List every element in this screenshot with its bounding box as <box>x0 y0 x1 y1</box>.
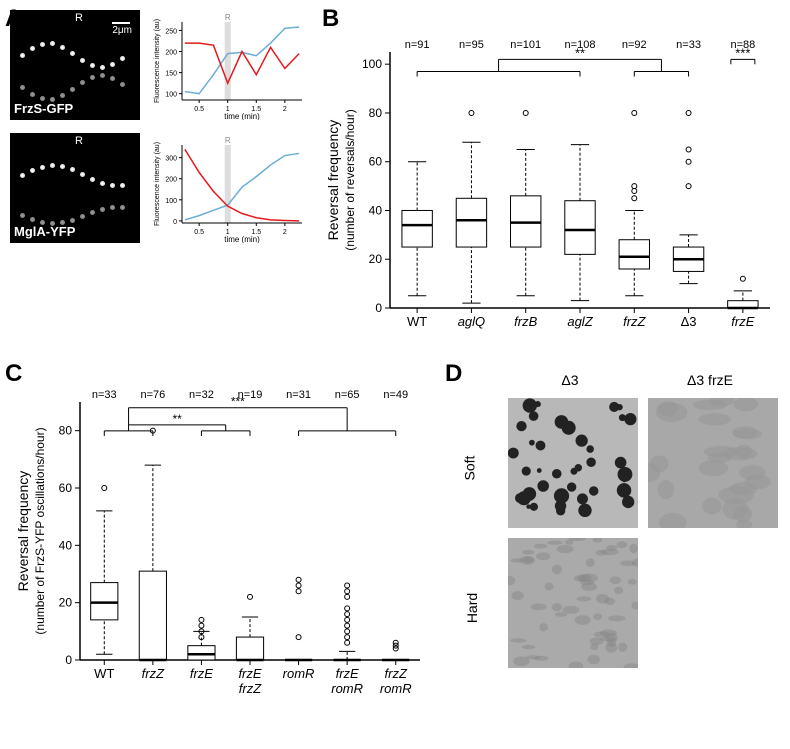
panel-d: Δ3 Δ3 frzE Soft Hard <box>445 370 780 690</box>
svg-text:60: 60 <box>59 481 73 495</box>
svg-text:(number of reversals/hour): (number of reversals/hour) <box>343 109 357 250</box>
svg-text:frzZ: frzZ <box>142 666 165 681</box>
svg-text:frzZ: frzZ <box>385 666 408 681</box>
svg-text:2: 2 <box>283 106 287 113</box>
svg-text:romR: romR <box>380 681 412 696</box>
svg-text:time (min): time (min) <box>225 112 261 120</box>
svg-text:n=101: n=101 <box>510 39 541 51</box>
scale-bar: 2μm <box>112 22 132 36</box>
kymograph-frzs: R 2μm FrzS-GFP <box>10 10 140 120</box>
svg-text:20: 20 <box>369 252 383 266</box>
svg-text:aglQ: aglQ <box>458 314 485 329</box>
svg-text:n=32: n=32 <box>189 389 214 401</box>
svg-text:250: 250 <box>166 28 178 35</box>
svg-text:0.5: 0.5 <box>195 106 205 113</box>
svg-text:WT: WT <box>407 314 427 329</box>
d-image <box>508 538 638 668</box>
svg-text:0: 0 <box>174 219 178 226</box>
svg-text:0: 0 <box>65 653 72 667</box>
svg-text:frzE: frzE <box>731 314 754 329</box>
svg-text:Δ3: Δ3 <box>681 314 697 329</box>
svg-text:n=65: n=65 <box>335 389 360 401</box>
r-marker-1: R <box>75 12 83 24</box>
svg-text:**: ** <box>172 412 182 426</box>
svg-text:WT: WT <box>94 666 114 681</box>
svg-text:Reversal frequency: Reversal frequency <box>15 471 31 592</box>
kymograph-label-1: FrzS-GFP <box>14 101 73 116</box>
svg-text:Fluorescence intensity (au): Fluorescence intensity (au) <box>154 19 161 103</box>
svg-text:romR: romR <box>331 681 363 696</box>
panel-b: 0 20 40 60 80 100 Reversal frequency(number of… <box>320 10 780 340</box>
r-marker-2: R <box>75 135 83 147</box>
svg-text:n=92: n=92 <box>622 39 647 51</box>
panel-c: 0 20 40 60 80 Reversal frequency(number of Fr… <box>10 360 430 710</box>
svg-text:80: 80 <box>369 106 383 120</box>
boxplot-c: 0 20 40 60 80 Reversal frequency(number of Fr… <box>10 360 430 710</box>
d-col-label-1: Δ3 <box>505 372 635 388</box>
svg-text:frzE: frzE <box>190 666 213 681</box>
d-col-label-2: Δ3 frzE <box>645 372 775 388</box>
svg-text:150: 150 <box>166 71 178 78</box>
svg-text:n=76: n=76 <box>140 389 165 401</box>
svg-text:frzE: frzE <box>238 666 261 681</box>
line-chart-1: R1001502002500.511.52time (min)Fluoresce… <box>152 10 307 120</box>
d-row-label-1: Soft <box>461 456 477 481</box>
panel-a: R 2μm FrzS-GFP R1001502002500.511.52time… <box>10 10 310 256</box>
svg-text:R: R <box>225 13 231 22</box>
svg-text:20: 20 <box>59 596 73 610</box>
svg-text:2: 2 <box>283 229 287 236</box>
svg-text:***: *** <box>735 45 750 60</box>
svg-text:n=95: n=95 <box>459 39 484 51</box>
svg-text:Reversal frequency: Reversal frequency <box>325 120 341 241</box>
svg-text:n=91: n=91 <box>405 39 430 51</box>
kymograph-label-2: MglA-YFP <box>14 224 75 239</box>
svg-text:80: 80 <box>59 424 73 438</box>
svg-text:n=31: n=31 <box>286 389 311 401</box>
svg-text:aglZ: aglZ <box>567 314 593 329</box>
svg-text:100: 100 <box>166 92 178 99</box>
line-chart-2: R01002003000.511.52time (min)Fluorescenc… <box>152 133 307 243</box>
d-image <box>648 398 778 528</box>
svg-text:0.5: 0.5 <box>195 229 205 236</box>
boxplot-b: 0 20 40 60 80 100 Reversal frequency(number of… <box>320 10 780 340</box>
svg-text:frzZ: frzZ <box>239 681 262 696</box>
svg-text:(number of FrzS-YFP oscillatio: (number of FrzS-YFP oscillations/hour) <box>33 427 47 634</box>
svg-text:Fluorescence intensity (au): Fluorescence intensity (au) <box>154 142 161 226</box>
kymograph-mgla: R MglA-YFP <box>10 133 140 243</box>
svg-text:300: 300 <box>166 156 178 163</box>
svg-text:40: 40 <box>59 538 73 552</box>
kymograph-row-1: R 2μm FrzS-GFP R1001502002500.511.52time… <box>10 10 310 133</box>
d-row-label-2: Hard <box>464 593 480 623</box>
kymograph-row-2: R MglA-YFP R01002003000.511.52time (min)… <box>10 133 310 256</box>
svg-text:200: 200 <box>166 50 178 57</box>
d-image <box>508 398 638 528</box>
svg-text:40: 40 <box>369 203 383 217</box>
svg-text:romR: romR <box>283 666 315 681</box>
svg-text:***: *** <box>231 395 245 409</box>
svg-text:**: ** <box>575 45 585 60</box>
svg-text:frzB: frzB <box>514 314 537 329</box>
svg-text:frzE: frzE <box>336 666 359 681</box>
svg-text:frzZ: frzZ <box>623 314 646 329</box>
svg-text:n=49: n=49 <box>383 389 408 401</box>
svg-text:0: 0 <box>375 301 382 315</box>
svg-text:60: 60 <box>369 155 383 169</box>
svg-text:time (min): time (min) <box>225 235 261 243</box>
svg-text:200: 200 <box>166 177 178 184</box>
svg-text:n=33: n=33 <box>676 39 701 51</box>
svg-text:100: 100 <box>362 57 382 71</box>
svg-text:100: 100 <box>166 198 178 205</box>
svg-text:R: R <box>225 136 231 145</box>
svg-text:n=33: n=33 <box>92 389 117 401</box>
